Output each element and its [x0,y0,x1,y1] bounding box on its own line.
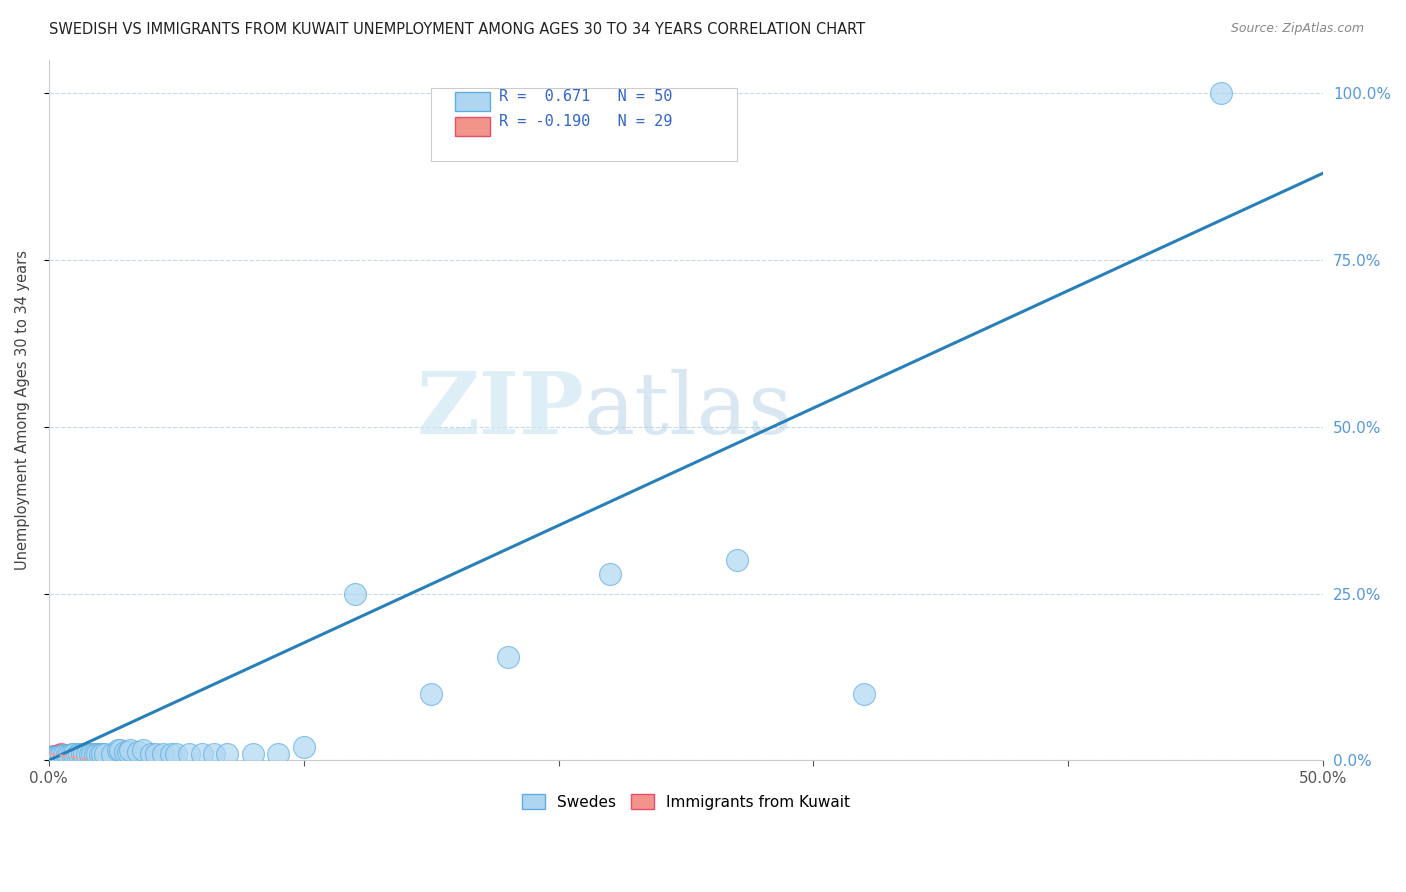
Point [63,749,86,764]
Point [42,751,65,765]
Point [160,747,183,761]
Point [42,750,65,764]
Point [79,747,101,761]
Point [60,747,83,761]
Point [420,687,443,701]
Point [48,747,70,762]
Point [80,747,103,761]
Text: R = -0.190   N = 29: R = -0.190 N = 29 [499,114,672,128]
Point [599,566,621,581]
Point [496,649,519,664]
Point [114,745,136,759]
Point [48,750,70,764]
Point [51,747,73,762]
Point [190,747,212,761]
Point [117,745,139,759]
Point [48,752,70,766]
Point [107,743,129,757]
Point [152,747,174,761]
Point [39,750,62,764]
Point [53,751,76,765]
Point [1211,86,1233,100]
Point [76,747,98,761]
Point [55,747,77,762]
Point [120,743,142,757]
Point [51,748,73,763]
Point [91,747,114,761]
Point [127,745,149,759]
Point [66,747,89,762]
Point [39,753,62,767]
Point [42,750,65,764]
Point [58,750,80,764]
Point [51,752,73,766]
Point [165,747,187,761]
Point [45,751,67,765]
Text: ZIP: ZIP [416,368,583,452]
Point [48,748,70,763]
Point [53,748,76,763]
Point [204,747,226,761]
Y-axis label: Unemployment Among Ages 30 to 34 years: Unemployment Among Ages 30 to 34 years [15,250,30,570]
Point [51,747,73,761]
Point [73,747,96,761]
Point [45,750,67,764]
Point [853,687,876,701]
Point [242,747,264,761]
Point [725,553,748,567]
FancyBboxPatch shape [456,117,489,136]
Point [53,750,76,764]
FancyBboxPatch shape [432,87,737,161]
Point [63,747,86,761]
Text: SWEDISH VS IMMIGRANTS FROM KUWAIT UNEMPLOYMENT AMONG AGES 30 TO 34 YEARS CORRELA: SWEDISH VS IMMIGRANTS FROM KUWAIT UNEMPL… [49,22,865,37]
Text: atlas: atlas [583,368,793,451]
Point [42,748,65,763]
Point [63,750,86,764]
FancyBboxPatch shape [456,92,489,111]
Point [39,750,62,764]
Point [60,750,83,764]
Point [132,743,155,757]
Point [38,753,60,767]
Point [45,750,67,764]
Point [53,747,76,762]
Point [55,749,77,764]
Point [51,750,73,764]
Text: Source: ZipAtlas.com: Source: ZipAtlas.com [1230,22,1364,36]
Point [55,750,77,764]
Point [86,747,108,761]
Text: R =  0.671   N = 50: R = 0.671 N = 50 [499,88,672,103]
Point [101,747,124,761]
Point [177,747,200,761]
Point [67,747,90,761]
Point [139,747,162,761]
Point [45,748,67,763]
Point [94,747,117,761]
Point [58,747,80,762]
Point [89,747,111,761]
Point [38,753,60,767]
Point [292,739,315,754]
Point [145,747,167,761]
Point [51,749,73,764]
Point [217,747,239,761]
Point [48,749,70,764]
Point [108,743,131,757]
Point [58,749,80,764]
Legend: Swedes, Immigrants from Kuwait: Swedes, Immigrants from Kuwait [516,788,856,816]
Point [83,747,105,761]
Point [70,747,93,761]
Point [267,747,290,761]
Point [343,586,366,600]
Point [38,750,60,764]
